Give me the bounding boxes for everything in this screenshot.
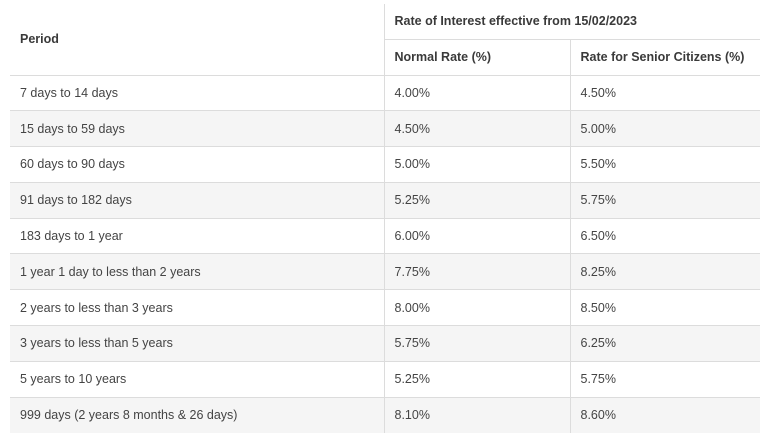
table-row: 2 years to less than 3 years 8.00% 8.50%: [10, 289, 760, 326]
cell-period: 15 days to 59 days: [10, 110, 384, 147]
header-row-columns: Normal Rate (%) Rate for Senior Citizens…: [10, 38, 760, 75]
cell-period: 5 years to 10 years: [10, 360, 384, 398]
cell-normal-rate: 5.25%: [383, 181, 570, 219]
table-header: Period Rate of Interest effective from 1…: [10, 4, 760, 75]
header-senior-rate: Rate for Senior Citizens (%): [569, 38, 760, 75]
table-row: 1 year 1 day to less than 2 years 7.75% 8.…: [10, 253, 760, 290]
table-body: 7 days to 14 days 4.00% 4.50% 15 days to 59…: [10, 74, 760, 433]
cell-period: 2 years to less than 3 years: [10, 289, 384, 326]
cell-period: 60 days to 90 days: [10, 146, 384, 183]
table-row: 5 years to 10 years 5.25% 5.75%: [10, 360, 760, 398]
header-row-group: Period Rate of Interest effective from 1…: [10, 4, 760, 75]
header-normal-rate: Normal Rate (%): [383, 38, 570, 75]
cell-normal-rate: 8.00%: [383, 289, 570, 326]
table-row: 3 years to less than 5 years 5.75% 6.25%: [10, 325, 760, 362]
header-period: Period: [10, 4, 384, 75]
table-row: 7 days to 14 days 4.00% 4.50%: [10, 74, 760, 111]
cell-senior-rate: 8.50%: [569, 289, 760, 326]
cell-normal-rate: 5.00%: [383, 146, 570, 183]
interest-rate-table: Period Rate of Interest effective from 1…: [10, 4, 760, 433]
table-row: 15 days to 59 days 4.50% 5.00%: [10, 110, 760, 147]
cell-period: 91 days to 182 days: [10, 181, 384, 219]
cell-normal-rate: 5.25%: [383, 360, 570, 398]
cell-normal-rate: 5.75%: [383, 325, 570, 362]
cell-normal-rate: 4.50%: [383, 110, 570, 147]
cell-normal-rate: 7.75%: [383, 253, 570, 290]
cell-senior-rate: 6.50%: [569, 217, 760, 254]
cell-senior-rate: 5.50%: [569, 146, 760, 183]
header-rate-group: Rate of Interest effective from 15/02/20…: [383, 4, 760, 40]
cell-normal-rate: 6.00%: [383, 217, 570, 254]
cell-normal-rate: 8.10%: [383, 396, 570, 433]
table-row: 183 days to 1 year 6.00% 6.50%: [10, 217, 760, 254]
table-row: 91 days to 182 days 5.25% 5.75%: [10, 181, 760, 219]
cell-senior-rate: 5.75%: [569, 181, 760, 219]
cell-senior-rate: 5.75%: [569, 360, 760, 398]
cell-senior-rate: 4.50%: [569, 74, 760, 111]
table-row: 60 days to 90 days 5.00% 5.50%: [10, 146, 760, 183]
cell-period: 999 days (2 years 8 months & 26 days): [10, 396, 384, 433]
cell-senior-rate: 5.00%: [569, 110, 760, 147]
cell-senior-rate: 8.60%: [569, 396, 760, 433]
cell-senior-rate: 6.25%: [569, 325, 760, 362]
cell-senior-rate: 8.25%: [569, 253, 760, 290]
cell-period: 1 year 1 day to less than 2 years: [10, 253, 384, 290]
cell-period: 7 days to 14 days: [10, 74, 384, 111]
cell-period: 183 days to 1 year: [10, 217, 384, 254]
cell-period: 3 years to less than 5 years: [10, 325, 384, 362]
table-row: 999 days (2 years 8 months & 26 days) 8.1…: [10, 396, 760, 433]
cell-normal-rate: 4.00%: [383, 74, 570, 111]
